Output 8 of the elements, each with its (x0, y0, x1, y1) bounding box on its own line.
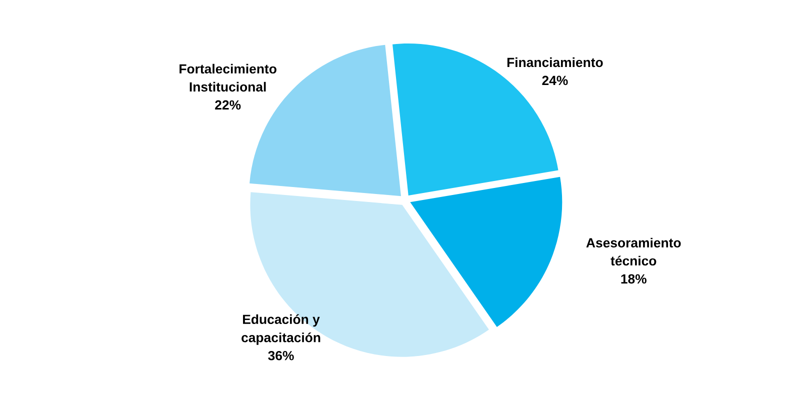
data-label: 18% (621, 274, 646, 284)
data-label: 22% (215, 100, 241, 110)
slice-label: Educación y capacitación (242, 314, 320, 345)
slice-label: Asesoramiento técnico (586, 238, 681, 266)
data-label: 24% (542, 76, 568, 86)
slice-label: Fortalecimiento Institucional (180, 64, 276, 92)
slice-label: Financiamiento (507, 57, 603, 68)
data-label: 36% (268, 350, 294, 360)
